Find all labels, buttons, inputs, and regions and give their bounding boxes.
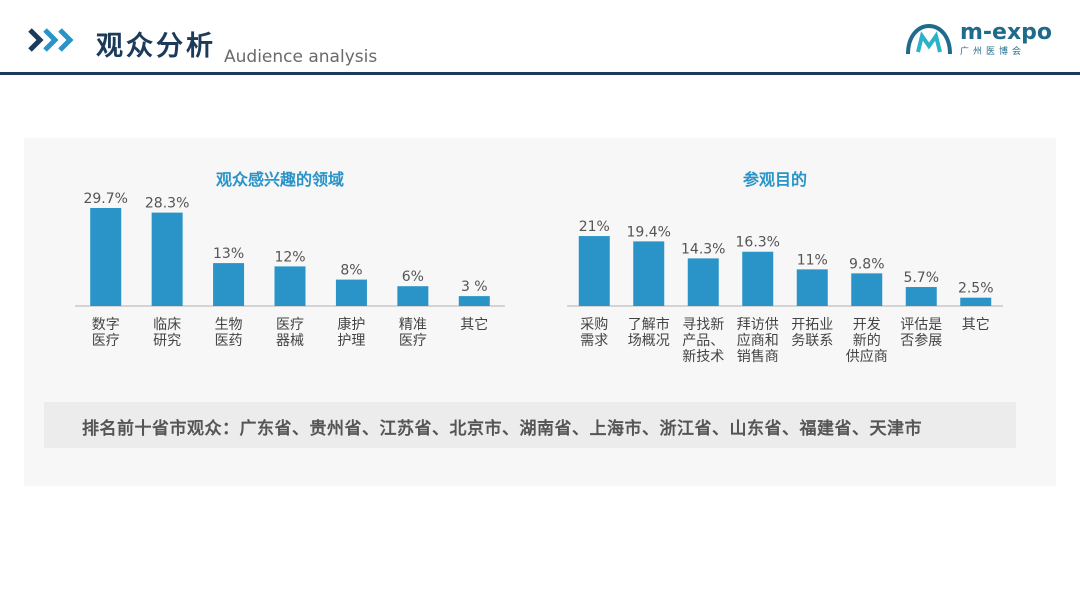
bar-purpose-4	[796, 269, 828, 306]
category-label-purpose-5: 开发新的供应商	[846, 317, 888, 365]
bar-interest-2	[213, 263, 245, 306]
category-label-purpose-1: 了解市场概况	[628, 316, 670, 349]
data-label-interest-4: 8%	[340, 263, 362, 279]
logo-text: m-expo	[960, 20, 1053, 45]
bar-purpose-1	[633, 241, 665, 306]
data-label-purpose-1: 19.4%	[627, 224, 671, 240]
data-label-purpose-5: 9.8%	[849, 256, 885, 272]
chart-title-interest: 观众感兴趣的领域	[216, 170, 345, 189]
bar-interest-3	[274, 266, 306, 306]
bar-purpose-7	[960, 297, 992, 306]
banner-text: 排名前十省市观众：广东省、贵州省、江苏省、北京市、湖南省、上海市、浙江省、山东省…	[82, 419, 922, 439]
data-label-interest-5: 6%	[402, 269, 424, 285]
category-label-interest-3: 医疗器械	[276, 317, 304, 349]
data-label-interest-3: 12%	[274, 249, 305, 265]
data-label-purpose-7: 2.5%	[958, 281, 994, 297]
category-label-interest-0: 数字医疗	[92, 317, 120, 349]
category-label-interest-1: 临床研究	[153, 317, 181, 349]
category-label-purpose-2: 寻找新产品、新技术	[682, 317, 724, 365]
bar-purpose-2	[687, 258, 719, 306]
data-label-interest-2: 13%	[213, 246, 244, 262]
header: 观众分析 Audience analysis m-expo 广州医博会	[0, 0, 1080, 76]
chart-title-purpose: 参观目的	[743, 170, 808, 189]
category-label-purpose-4: 开拓业务联系	[791, 317, 833, 349]
data-label-interest-6: 3 %	[461, 279, 488, 295]
category-label-interest-4: 康护护理	[337, 316, 365, 349]
data-label-interest-1: 28.3%	[145, 196, 189, 212]
header-rule	[0, 72, 1080, 75]
data-label-purpose-4: 11%	[797, 252, 828, 268]
logo-icon	[906, 23, 952, 55]
data-label-interest-0: 29.7%	[83, 191, 127, 207]
data-label-purpose-2: 14.3%	[681, 241, 725, 257]
bar-interest-0	[90, 207, 122, 306]
bar-purpose-6	[905, 287, 937, 306]
page-title: 观众分析	[96, 31, 216, 62]
category-label-purpose-6: 评估是否参展	[900, 317, 942, 349]
category-label-interest-2: 生物医药	[215, 317, 243, 349]
bar-purpose-3	[742, 251, 774, 306]
category-label-purpose-3: 拜访供应商和销售商	[737, 317, 779, 365]
bar-purpose-5	[851, 273, 883, 306]
category-label-interest-5: 精准医疗	[399, 317, 427, 349]
bar-interest-1	[151, 212, 183, 306]
bar-interest-6	[458, 296, 490, 306]
data-label-purpose-0: 21%	[579, 219, 610, 235]
bar-purpose-0	[578, 236, 610, 306]
category-label-purpose-0: 采购需求	[580, 317, 608, 349]
bar-interest-4	[335, 279, 367, 306]
data-label-purpose-3: 16.3%	[736, 235, 780, 251]
category-label-interest-6: 其它	[460, 316, 488, 333]
bar-interest-5	[397, 286, 429, 306]
chevrons-icon	[28, 28, 74, 52]
data-label-purpose-6: 5.7%	[903, 270, 939, 286]
category-label-purpose-7: 其它	[962, 316, 990, 333]
banner	[44, 402, 1016, 448]
logo-subtext: 广州医博会	[960, 47, 1026, 57]
page-subtitle: Audience analysis	[224, 47, 378, 67]
